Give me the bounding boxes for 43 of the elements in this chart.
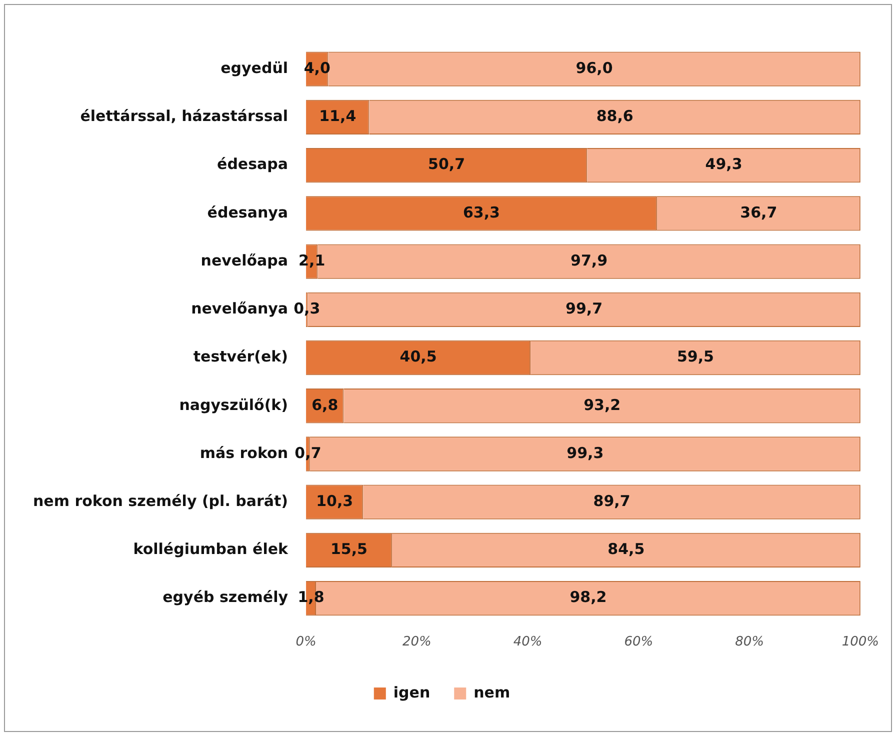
y-tick-label: egyedül [220,58,288,77]
y-tick-label: nevelőapa [200,251,288,270]
y-tick-label: nagyszülő(k) [179,396,288,414]
y-tick-label: testvér(ek) [193,348,288,366]
data-label: 0,7 [294,444,322,462]
y-tick-label: kollégiumban élek [133,540,290,558]
y-tick-label: egyéb személy [162,588,288,606]
data-label: 96,0 [576,58,613,77]
data-label: 59,5 [676,348,714,366]
data-label: 84,5 [608,540,645,558]
legend-label: igen [393,683,430,702]
data-label: 63,3 [462,203,500,222]
data-label: 98,2 [570,588,607,606]
data-label: 88,6 [596,107,634,126]
data-label: 50,7 [428,155,466,174]
data-label: 36,7 [740,203,778,222]
data-label: 89,7 [593,492,630,510]
data-label: 2,1 [298,251,326,270]
y-tick-label: más rokon [200,444,288,462]
x-tick-label: 40% [513,634,542,650]
x-tick-label: 100% [842,634,880,650]
x-tick-label: 60% [624,634,654,650]
data-label: 6,8 [312,396,338,414]
data-label: 10,3 [316,492,354,510]
x-tick-label: 20% [402,634,432,650]
x-tick-label: 0% [296,634,316,650]
data-label: 40,5 [400,348,437,366]
data-label: 1,8 [298,588,324,606]
y-tick-label: nevelőanya [191,300,288,318]
data-label: 97,9 [570,251,608,270]
data-label: 99,3 [566,444,604,462]
x-tick-label: 80% [735,634,764,650]
y-tick-label: édesapa [217,155,288,174]
data-label: 11,4 [319,107,356,126]
data-label: 93,2 [584,396,621,414]
legend-label: nem [474,683,510,702]
data-label: 0,3 [294,300,320,318]
y-tick-label: nem rokon személy (pl. barát) [32,492,288,510]
data-label: 15,5 [330,540,368,558]
data-label: 99,7 [566,300,603,318]
y-tick-label: édesanya [207,203,288,222]
data-label: 49,3 [705,155,742,174]
y-tick-label: élettárssal, házastárssal [80,107,288,126]
